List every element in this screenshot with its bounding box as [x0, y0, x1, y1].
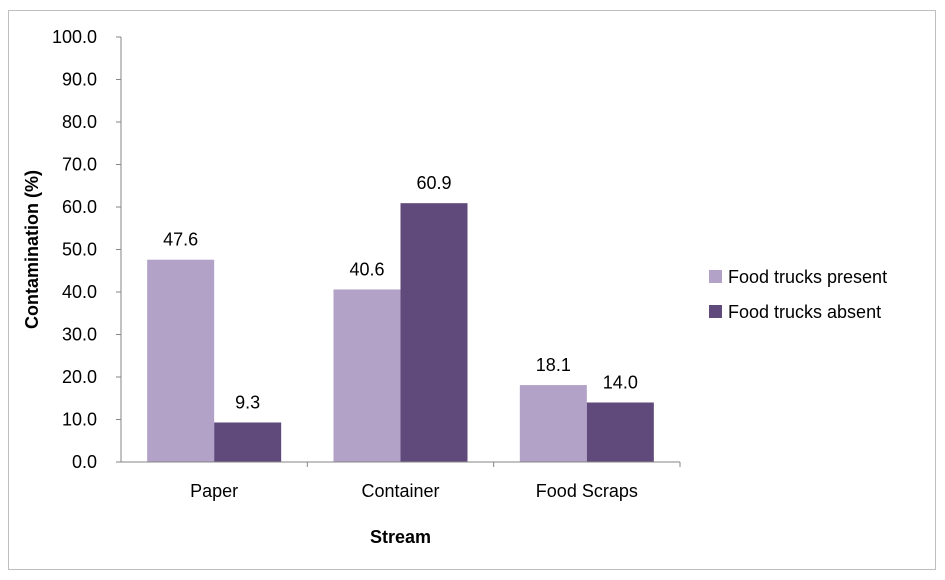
y-tick-label: 70.0	[62, 155, 97, 175]
y-tick-label: 100.0	[52, 27, 97, 47]
legend-label: Food trucks absent	[728, 302, 881, 322]
y-tick-label: 30.0	[62, 325, 97, 345]
y-axis-title: Contamination (%)	[22, 170, 42, 329]
data-labels: 47.6 9.3 40.6 60.9 18.1 14.0	[163, 173, 638, 412]
data-label: 9.3	[235, 392, 260, 412]
bar	[147, 259, 215, 462]
data-label: 40.6	[349, 259, 384, 279]
y-tick-label: 80.0	[62, 112, 97, 132]
y-tick-label: 20.0	[62, 367, 97, 387]
y-tick-label: 60.0	[62, 197, 97, 217]
legend-label: Food trucks present	[728, 267, 887, 287]
data-label: 14.0	[603, 373, 638, 393]
y-tick-label: 0.0	[72, 452, 97, 472]
y-tick-label: 50.0	[62, 240, 97, 260]
bar	[519, 385, 587, 462]
category-label: Container	[361, 481, 439, 501]
legend-swatch	[709, 270, 722, 283]
data-label: 18.1	[536, 355, 571, 375]
y-axis-ticks: 0.0 10.0 20.0 30.0 40.0 50.0 60.0 70.0 80.0 90.0 1…	[52, 27, 121, 472]
category-label: Food Scraps	[536, 481, 638, 501]
data-label: 60.9	[416, 173, 451, 193]
x-axis-title: Stream	[370, 527, 431, 547]
legend: Food trucks present Food trucks absent	[709, 267, 887, 322]
category-labels: Paper Container Food Scraps	[190, 462, 681, 501]
category-label: Paper	[190, 481, 238, 501]
bar	[333, 289, 401, 462]
y-tick-label: 10.0	[62, 410, 97, 430]
y-tick-label: 90.0	[62, 70, 97, 90]
bar	[586, 402, 654, 462]
bar	[214, 422, 282, 462]
y-tick-label: 40.0	[62, 282, 97, 302]
legend-swatch	[709, 305, 722, 318]
bars	[147, 203, 654, 463]
data-label: 47.6	[163, 230, 198, 250]
bar	[400, 203, 468, 463]
